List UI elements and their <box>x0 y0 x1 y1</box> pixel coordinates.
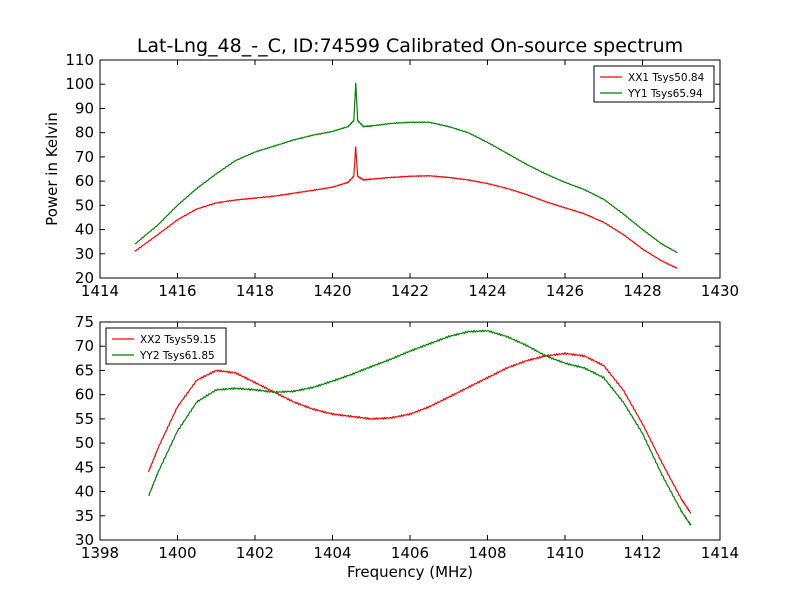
legend-label: YY2 Tsys61.85 <box>139 350 215 362</box>
y-tick-label: 90 <box>75 99 94 117</box>
series-line-xx1 <box>134 146 678 269</box>
y-tick-label: 45 <box>75 458 94 476</box>
x-tick-label: 1402 <box>236 544 274 562</box>
x-tick-label: 1398 <box>81 544 119 562</box>
y-tick-label: 50 <box>75 434 94 452</box>
y-tick-label: 60 <box>75 172 94 190</box>
y-tick-label: 40 <box>75 483 94 501</box>
chart-title: Lat-Lng_48_-_C, ID:74599 Calibrated On-s… <box>137 35 683 57</box>
y-tick-label: 100 <box>65 75 94 93</box>
y-tick-label: 55 <box>75 410 94 428</box>
y-tick-label: 70 <box>75 337 94 355</box>
y-tick-label: 65 <box>75 361 94 379</box>
y-tick-label: 80 <box>75 124 94 142</box>
x-tick-label: 1416 <box>158 282 196 300</box>
legend-box <box>105 327 227 365</box>
x-tick-label: 1414 <box>81 282 119 300</box>
series-line-yy2 <box>148 329 692 526</box>
x-tick-label: 1412 <box>623 544 661 562</box>
y-tick-label: 40 <box>75 221 94 239</box>
y-tick-label: 70 <box>75 148 94 166</box>
legend-label: YY1 Tsys65.94 <box>627 88 703 100</box>
legend-box <box>593 65 715 103</box>
legend: XX1 Tsys50.84 YY1 Tsys65.94 <box>593 65 715 103</box>
series-group <box>147 329 692 526</box>
y-tick-label: 75 <box>75 313 94 331</box>
y-tick-label: 30 <box>75 245 94 263</box>
x-tick-label: 1404 <box>313 544 351 562</box>
y-tick-label: 50 <box>75 196 94 214</box>
series-line-xx2 <box>147 352 692 514</box>
x-tick-label: 1424 <box>468 282 506 300</box>
y-axis-label: Power in Kelvin <box>43 112 61 226</box>
series-line-yy1 <box>134 82 678 254</box>
x-tick-label: 1406 <box>391 544 429 562</box>
top-spectrum-chart: Lat-Lng_48_-_C, ID:74599 Calibrated On-s… <box>43 35 739 300</box>
series-group <box>134 82 678 269</box>
y-tick-label: 20 <box>75 269 94 287</box>
x-tick-label: 1422 <box>391 282 429 300</box>
x-tick-label: 1430 <box>701 282 739 300</box>
x-tick-label: 1420 <box>313 282 351 300</box>
legend-label: XX2 Tsys59.15 <box>140 334 216 346</box>
y-tick-label: 60 <box>75 386 94 404</box>
y-tick-label: 30 <box>75 531 94 549</box>
bottom-spectrum-chart: 1398 1400 1402 1404 1406 1408 1410 1412 1414 30 35… <box>75 313 739 581</box>
x-tick-label: 1408 <box>468 544 506 562</box>
x-tick-label: 1400 <box>158 544 196 562</box>
x-tick-label: 1418 <box>236 282 274 300</box>
y-tick-label: 35 <box>75 507 94 525</box>
x-tick-label: 1426 <box>546 282 584 300</box>
x-tick-label: 1410 <box>546 544 584 562</box>
y-tick-label: 110 <box>65 51 94 69</box>
x-axis-label: Frequency (MHz) <box>347 563 473 581</box>
x-tick-label: 1414 <box>701 544 739 562</box>
legend: XX2 Tsys59.15 YY2 Tsys61.85 <box>105 327 227 365</box>
x-tick-label: 1428 <box>623 282 661 300</box>
legend-label: XX1 Tsys50.84 <box>628 72 705 84</box>
